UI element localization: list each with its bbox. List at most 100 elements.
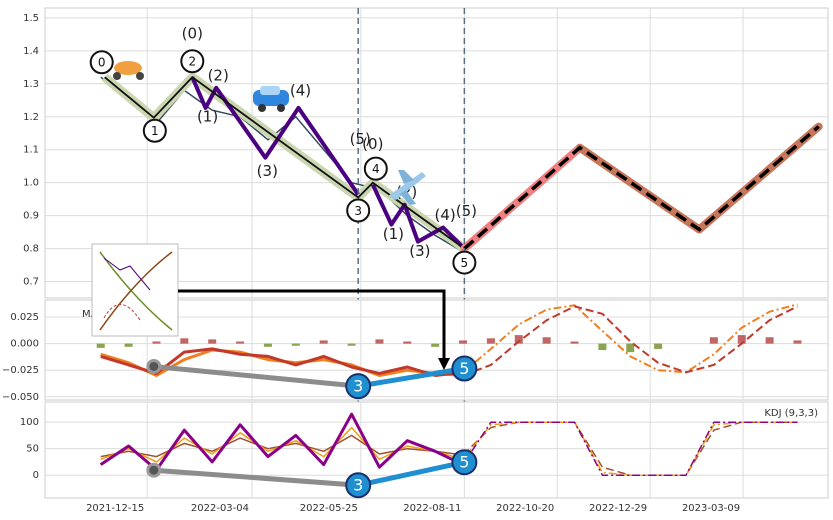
x-tick-label: 2022-05-25 (300, 503, 358, 514)
x-tick-label: 2022-03-04 (191, 503, 249, 514)
connector-arrow (438, 358, 450, 370)
histogram-bar (737, 335, 746, 344)
series-line (100, 347, 464, 377)
wave-segment (355, 459, 467, 488)
subwave-label: (3) (409, 242, 430, 260)
connector (178, 289, 446, 362)
histogram-bar (709, 337, 718, 344)
histogram-bar (180, 338, 189, 344)
wave-label: 5 (459, 359, 469, 378)
wave-label: 5 (459, 453, 469, 472)
wave-point (363, 156, 388, 181)
x-tick-label: 2022-08-11 (403, 503, 461, 514)
histogram-bar (263, 343, 272, 347)
car-icon (253, 86, 289, 112)
y-tick-label: 1.3 (23, 79, 39, 90)
subwave-label: (4) (290, 81, 311, 99)
x-tick-label: 2023-03-09 (682, 503, 740, 514)
series-line (99, 412, 464, 472)
wave-label: 5 (461, 256, 469, 270)
histogram-bar (459, 340, 468, 344)
subwave-label: (0) (362, 135, 383, 153)
histogram-bar (403, 341, 412, 344)
histogram-bar (486, 338, 495, 344)
y-tick-label: 0 (33, 470, 39, 481)
histogram-bar (570, 341, 579, 344)
wave-point (451, 355, 478, 382)
panel-title: KDJ (9,3,3) (764, 408, 818, 419)
wave-label: 3 (354, 204, 362, 218)
wave-label: 2 (188, 55, 196, 69)
subwave-label: (5) (456, 202, 477, 220)
plot-area: 0.7 0.8 0.9 1.0 1.1 1.2 1.3 1.4 1.5 0 1 2 3 4 5 (0) (1) (… (2, 7, 829, 514)
wave-point (180, 49, 205, 74)
wave-label: 0 (98, 56, 106, 70)
y-tick-label: 100 (20, 417, 39, 428)
y-tick-label: 1.4 (23, 46, 39, 57)
histogram-bar (347, 343, 356, 346)
wave-segment (151, 363, 361, 389)
y-tick-label: 0.9 (23, 211, 39, 222)
histogram-bar (598, 343, 607, 350)
y-tick-label: 50 (26, 444, 39, 455)
wave-line (104, 76, 465, 250)
histogram-bar (236, 341, 245, 344)
x-tick-label: 2022-10-20 (496, 503, 554, 514)
wave-label: 3 (353, 377, 363, 396)
y-tick-label: 0.025 (10, 312, 39, 323)
histogram-bar (542, 337, 551, 344)
wave-label: 1 (151, 124, 159, 138)
y-tick-label: 0.7 (23, 277, 39, 288)
wave-point (146, 358, 162, 374)
subwave-label: (0) (182, 25, 203, 43)
subwave-label: (5) (350, 130, 371, 148)
y-tick-label: −0.050 (2, 392, 39, 403)
y-tick-label: 1.2 (23, 112, 39, 123)
wave-point (89, 50, 114, 75)
series-line (462, 305, 798, 377)
histogram-bar (765, 337, 774, 344)
inset-curve (103, 257, 151, 291)
subwave-label: (1) (197, 107, 218, 125)
wave-label: 4 (372, 162, 380, 176)
inset-curve (99, 251, 173, 331)
panel-frame (44, 401, 829, 499)
series-line (462, 303, 798, 374)
subwave-line (190, 76, 360, 196)
wave-point (451, 449, 478, 476)
histogram-bar (654, 343, 663, 349)
inset-curve (103, 304, 141, 321)
subwave-label: (4) (435, 206, 456, 224)
scooter-icon (113, 61, 144, 80)
wave-point (146, 462, 162, 478)
x-tick-label: 2022-12-29 (589, 503, 647, 514)
histogram-bar (291, 343, 300, 346)
wave-point (345, 472, 372, 499)
y-tick-label: 1.5 (23, 13, 39, 24)
wave-point (142, 118, 167, 143)
subwave-line (370, 183, 466, 251)
histogram-bar (626, 343, 635, 353)
histogram-bar (431, 343, 440, 347)
histogram-bar (152, 341, 161, 344)
histogram-bar (124, 343, 133, 347)
histogram-bar (514, 335, 523, 344)
wave-point (345, 373, 372, 400)
y-tick-label: 1.1 (23, 145, 39, 156)
series-line (462, 421, 798, 476)
histogram-bar (793, 340, 802, 344)
histogram-bar (208, 339, 217, 344)
y-tick-label: 0.000 (10, 339, 39, 350)
wave-label: 3 (353, 476, 363, 495)
histogram-bar (319, 340, 328, 344)
inset-curve (99, 251, 173, 331)
wave-segment (355, 366, 467, 389)
histogram-bar (375, 339, 384, 344)
subwave-label: (1) (383, 225, 404, 243)
subwave-label: (2) (208, 66, 229, 84)
y-tick-label: −0.025 (2, 365, 39, 376)
histogram-bar (96, 343, 105, 348)
wave-segment (151, 467, 361, 488)
